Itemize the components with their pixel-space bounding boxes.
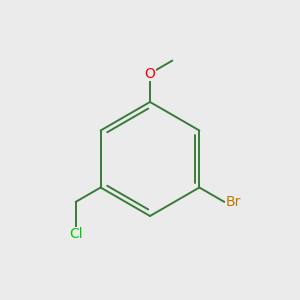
Text: Cl: Cl (69, 227, 83, 241)
Text: O: O (145, 67, 155, 80)
Text: Br: Br (225, 195, 241, 209)
